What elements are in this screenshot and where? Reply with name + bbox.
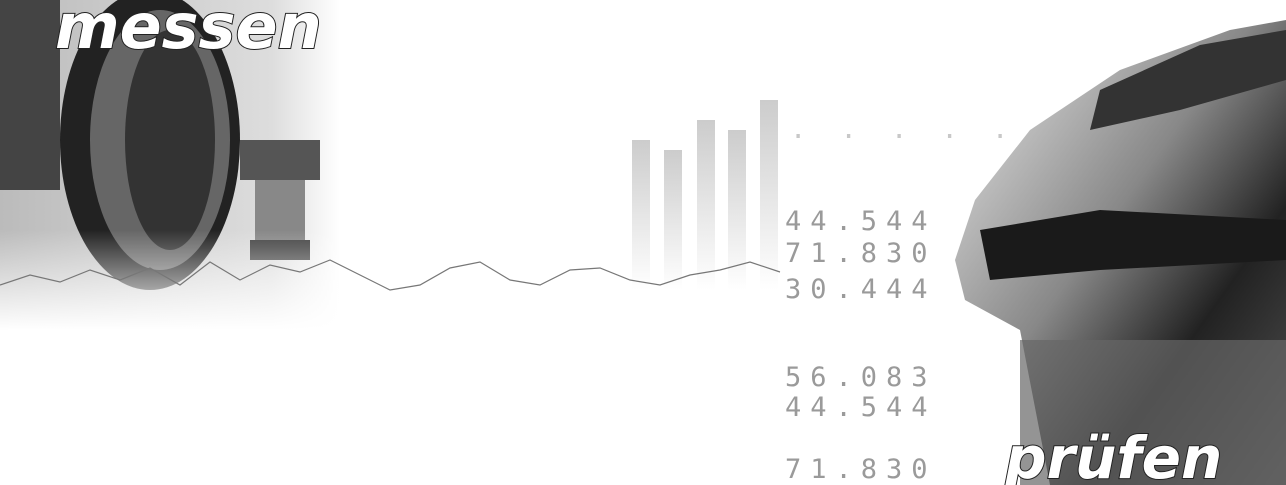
reading: 30.444 — [785, 274, 937, 305]
right-word: prüfen — [1004, 424, 1222, 485]
reading: 44.544 — [785, 392, 937, 423]
machine-image — [0, 0, 340, 330]
reading: 44.544 — [785, 206, 937, 237]
reading: 56.083 — [785, 362, 937, 393]
signal-line — [0, 259, 781, 291]
left-word: messen — [55, 0, 322, 63]
train-image — [955, 20, 1286, 485]
faint-reading: . . . . . — [790, 114, 1017, 145]
bar-graphic — [632, 100, 778, 290]
reading: 71.830 — [785, 238, 937, 269]
reading: 71.830 — [785, 454, 937, 485]
